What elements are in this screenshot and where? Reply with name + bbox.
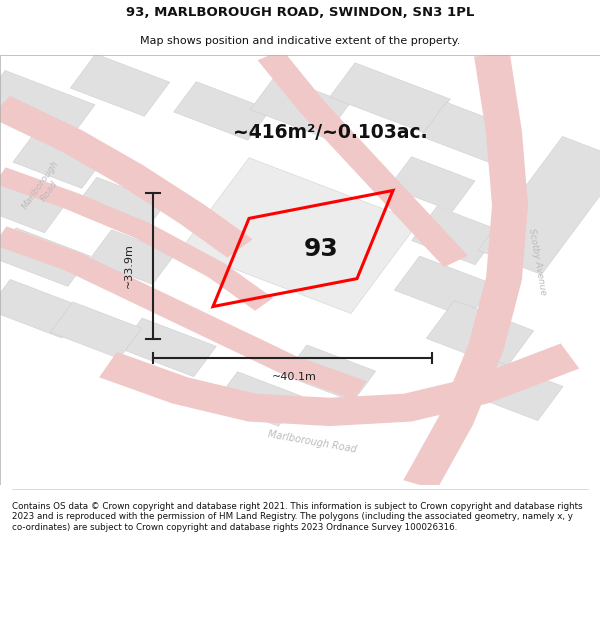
Text: Marlborough
Road: Marlborough Road xyxy=(20,159,70,218)
Polygon shape xyxy=(403,54,528,490)
Polygon shape xyxy=(0,178,67,232)
Polygon shape xyxy=(13,128,107,188)
Text: ~40.1m: ~40.1m xyxy=(272,372,316,382)
Polygon shape xyxy=(412,206,500,265)
Text: 93, MARLBOROUGH ROAD, SWINDON, SN3 1PL: 93, MARLBOROUGH ROAD, SWINDON, SN3 1PL xyxy=(126,6,474,19)
Polygon shape xyxy=(257,50,468,267)
Polygon shape xyxy=(478,136,600,274)
Polygon shape xyxy=(0,228,91,286)
Polygon shape xyxy=(50,302,142,359)
Polygon shape xyxy=(426,301,534,369)
Polygon shape xyxy=(0,279,85,338)
Polygon shape xyxy=(119,318,217,377)
Polygon shape xyxy=(89,230,175,284)
Text: 93: 93 xyxy=(304,236,338,261)
Text: Marlborough Road: Marlborough Road xyxy=(267,429,357,455)
Text: Scotby Avenue: Scotby Avenue xyxy=(527,228,547,296)
Text: Map shows position and indicative extent of the property.: Map shows position and indicative extent… xyxy=(140,36,460,46)
Polygon shape xyxy=(389,157,475,211)
Polygon shape xyxy=(0,168,273,311)
Polygon shape xyxy=(0,226,367,399)
Polygon shape xyxy=(70,54,170,116)
Polygon shape xyxy=(394,256,494,318)
Polygon shape xyxy=(0,96,253,258)
Text: ~416m²/~0.103ac.: ~416m²/~0.103ac. xyxy=(233,123,427,142)
Polygon shape xyxy=(215,372,301,426)
Polygon shape xyxy=(284,345,376,401)
Polygon shape xyxy=(329,62,451,133)
Polygon shape xyxy=(421,102,515,162)
Polygon shape xyxy=(0,71,95,142)
Polygon shape xyxy=(181,158,419,314)
Polygon shape xyxy=(173,82,271,140)
Polygon shape xyxy=(99,344,580,426)
Text: Contains OS data © Crown copyright and database right 2021. This information is : Contains OS data © Crown copyright and d… xyxy=(12,502,583,532)
Text: ~33.9m: ~33.9m xyxy=(124,243,134,288)
Polygon shape xyxy=(250,76,350,138)
Polygon shape xyxy=(74,177,166,234)
Polygon shape xyxy=(469,360,563,421)
